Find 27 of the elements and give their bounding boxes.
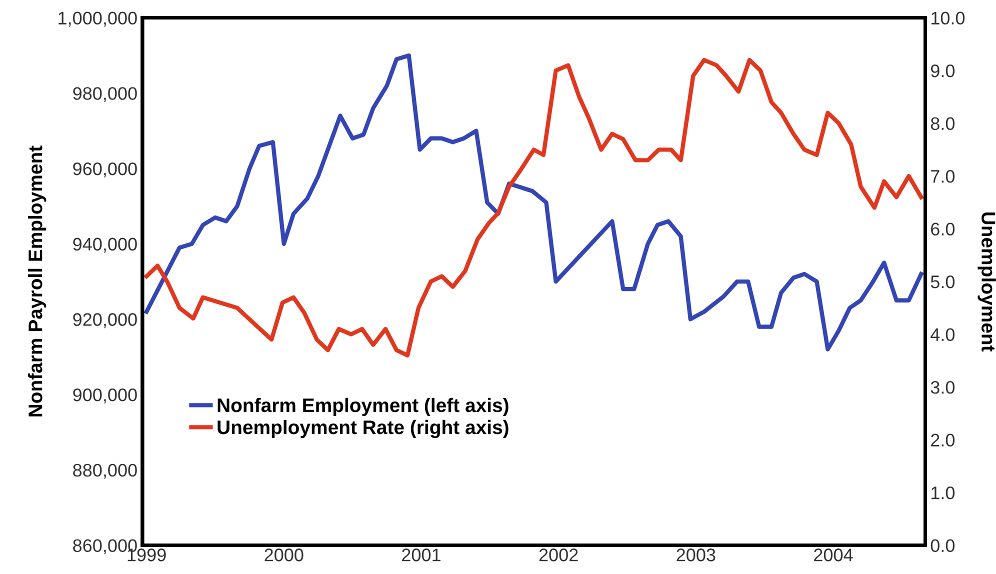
- y-tick-label: 900,000: [73, 388, 137, 404]
- y2-tick-label: 2.0: [931, 434, 955, 447]
- y2-tick-label: 10.0: [932, 12, 965, 25]
- y-tick-label: 940,000: [73, 238, 137, 253]
- y2-tick-label: 7.0: [931, 170, 955, 183]
- x-tick-label: 2003: [676, 548, 716, 562]
- legend-label: Unemployment Rate (right axis): [218, 420, 508, 438]
- legend-label: Nonfarm Employment (left axis): [218, 398, 508, 416]
- y-axis-title: Nonfarm Payroll Employment: [28, 146, 46, 416]
- y2-tick-label: 5.0: [930, 275, 955, 288]
- y-tick-label: 1,000,000: [58, 12, 137, 27]
- y-tick-label: 980,000: [73, 87, 137, 102]
- y2-tick-label: 3.0: [930, 380, 955, 394]
- y-tick-label: 920,000: [73, 313, 137, 328]
- y-tick-label: 880,000: [73, 464, 137, 479]
- x-tick-label: 2004: [814, 548, 853, 562]
- x-tick-label: 2000: [264, 548, 304, 562]
- y2-tick-label: 4.0: [930, 328, 955, 342]
- y2-tick-label: 6.0: [931, 222, 955, 236]
- y2-tick-label: 0.0: [930, 539, 955, 552]
- y2-tick-label: 8.0: [930, 117, 955, 130]
- x-tick-label: 2002: [539, 548, 578, 562]
- y-tick-label: 960,000: [73, 162, 137, 178]
- y2-tick-label: 9.0: [930, 64, 955, 78]
- x-tick-label: 2001: [402, 548, 440, 562]
- y2-tick-label: 1.0: [932, 486, 955, 500]
- y2-axis-title: Unemployment: [978, 212, 996, 352]
